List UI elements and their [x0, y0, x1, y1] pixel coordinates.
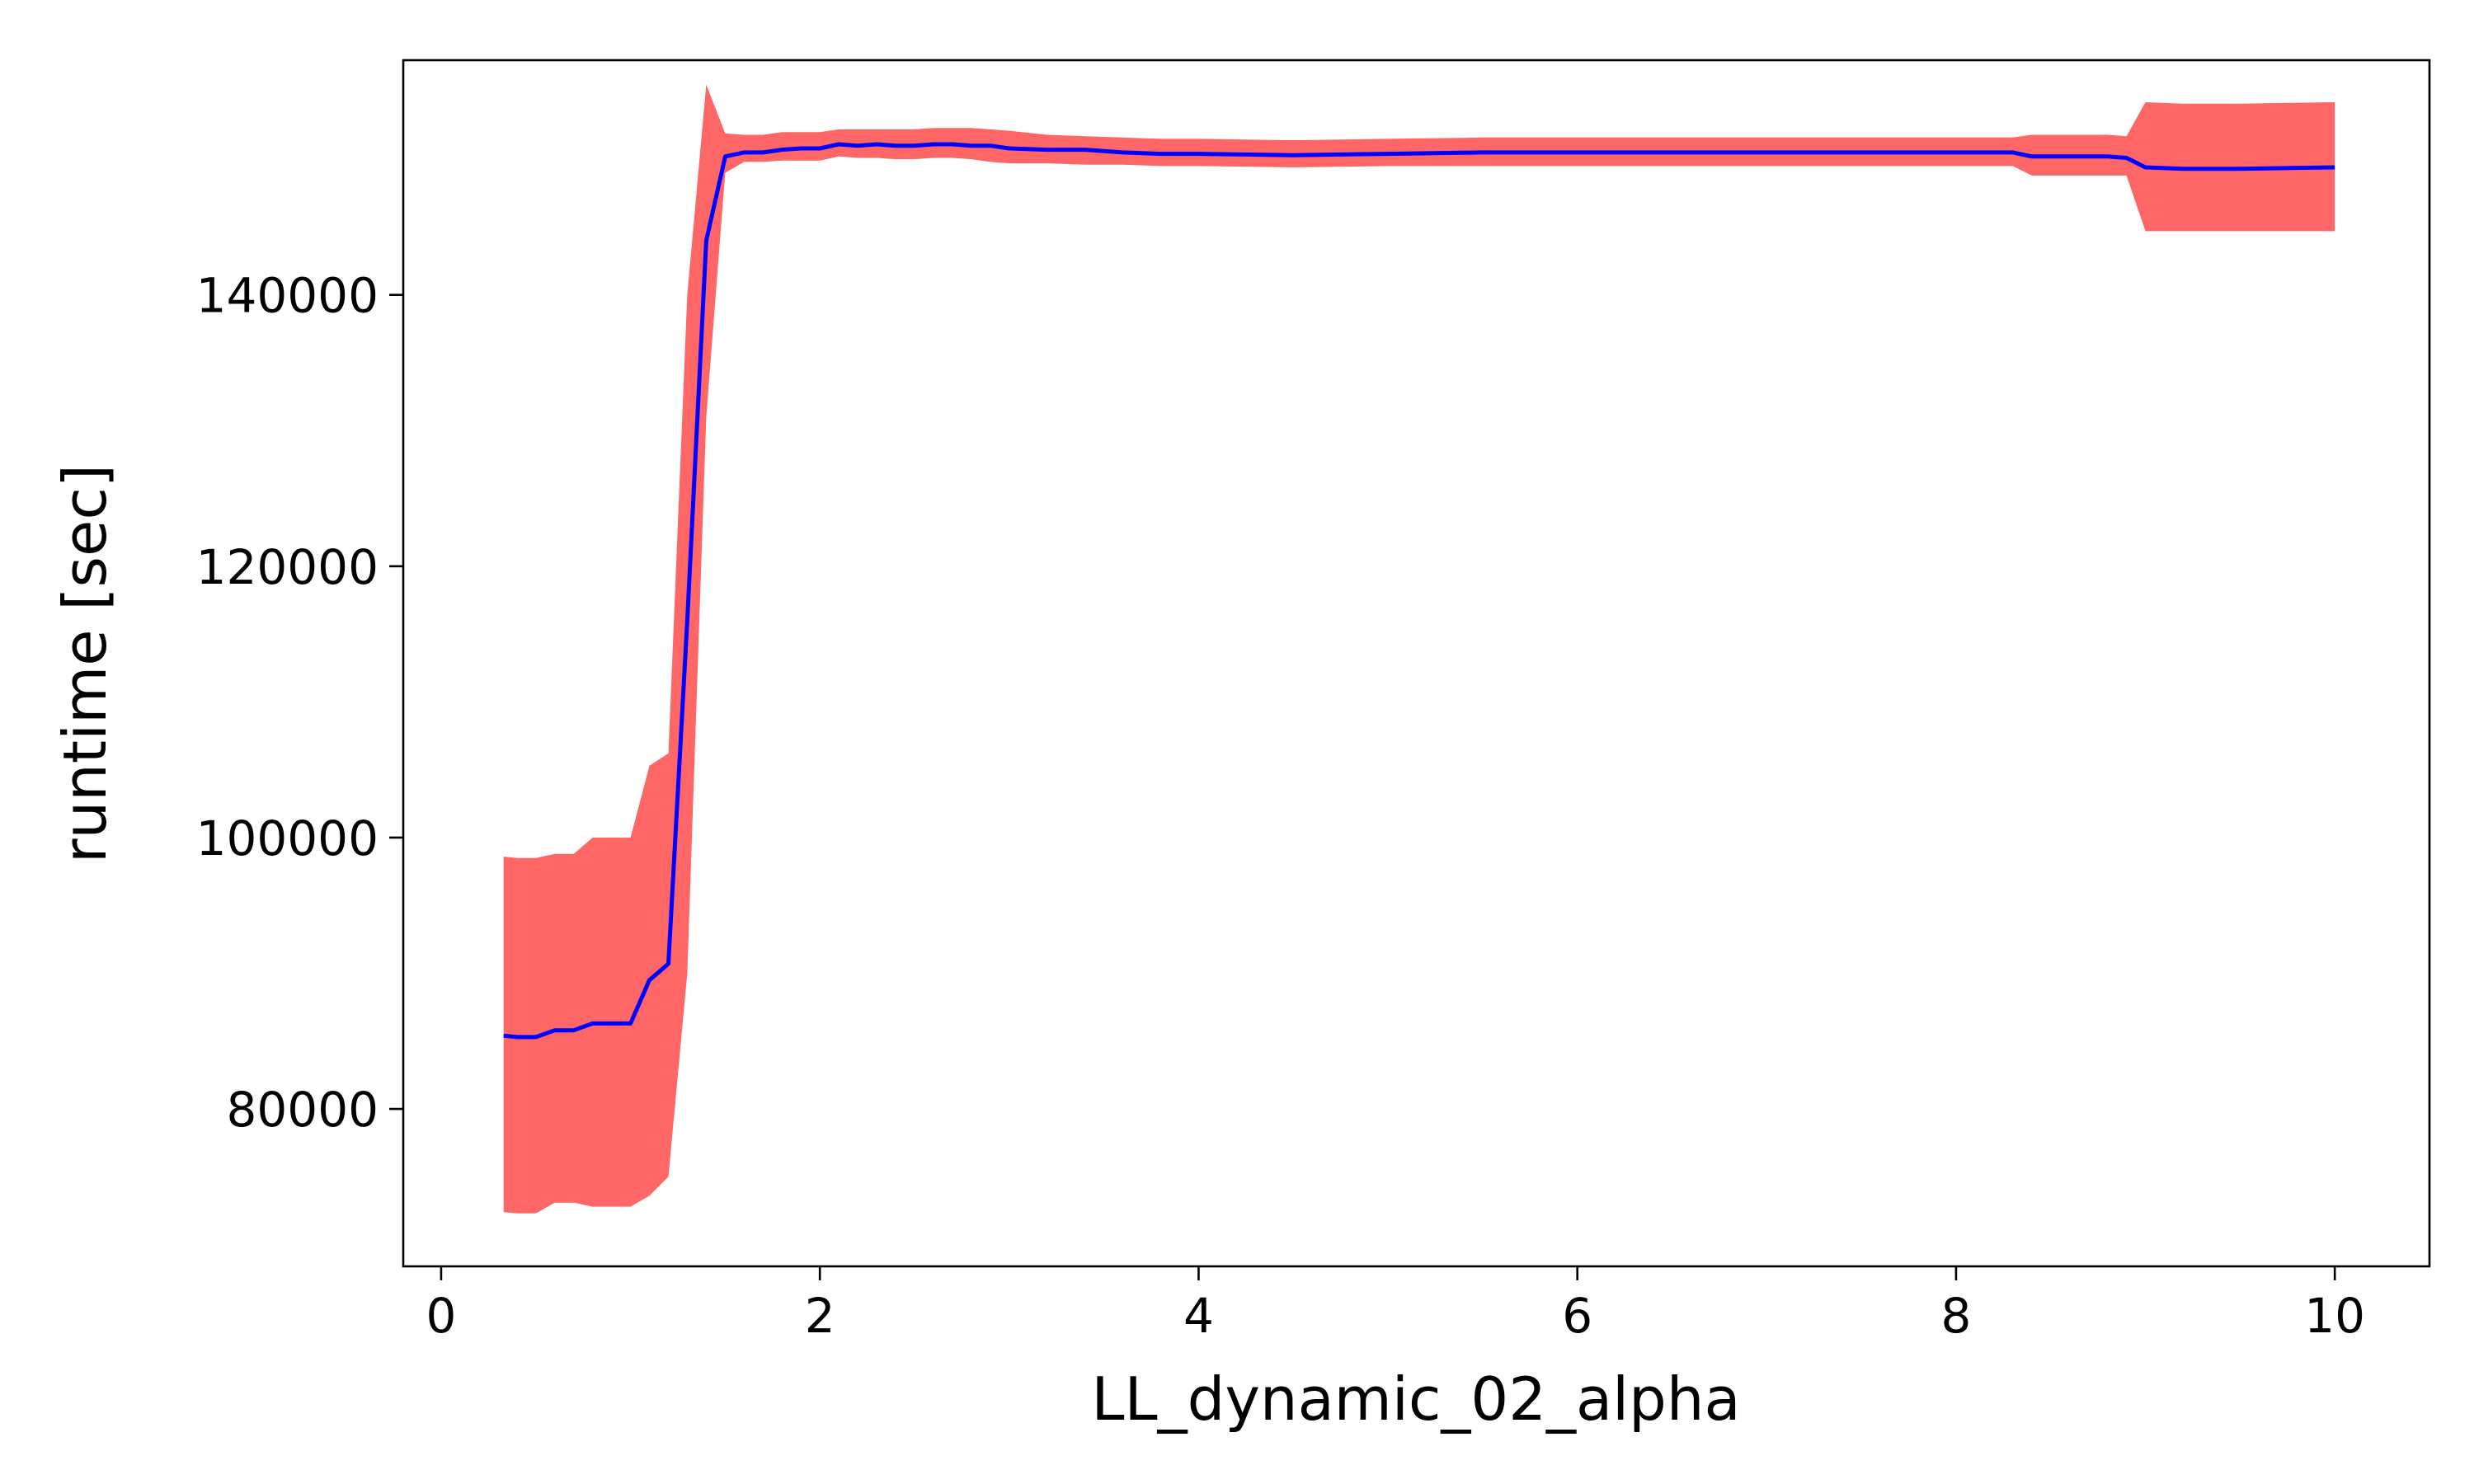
- y-tick-label: 140000: [196, 268, 379, 324]
- y-axis: 80000 100000 120000 140000: [196, 268, 403, 1138]
- x-tick-label: 10: [2304, 1288, 2365, 1344]
- y-tick-label: 100000: [196, 810, 379, 866]
- mean-line: [503, 142, 2335, 1040]
- x-tick-label: 8: [1940, 1288, 1971, 1344]
- x-tick-label: 6: [1562, 1288, 1592, 1344]
- x-axis-label: LL_dynamic_02_alpha: [1091, 1364, 1740, 1434]
- plot-area: [503, 84, 2335, 1214]
- x-tick-label: 0: [426, 1288, 456, 1344]
- x-tick-label: 2: [805, 1288, 835, 1344]
- plot-frame: [402, 59, 2431, 1268]
- confidence-band: [503, 84, 2335, 1214]
- y-axis-label: runtime [sec]: [50, 464, 120, 863]
- x-axis: 0 2 4 6 8 10: [426, 1266, 2365, 1344]
- y-tick-label: 80000: [226, 1082, 379, 1138]
- x-tick-label: 4: [1183, 1288, 1214, 1344]
- y-tick-label: 120000: [196, 539, 379, 595]
